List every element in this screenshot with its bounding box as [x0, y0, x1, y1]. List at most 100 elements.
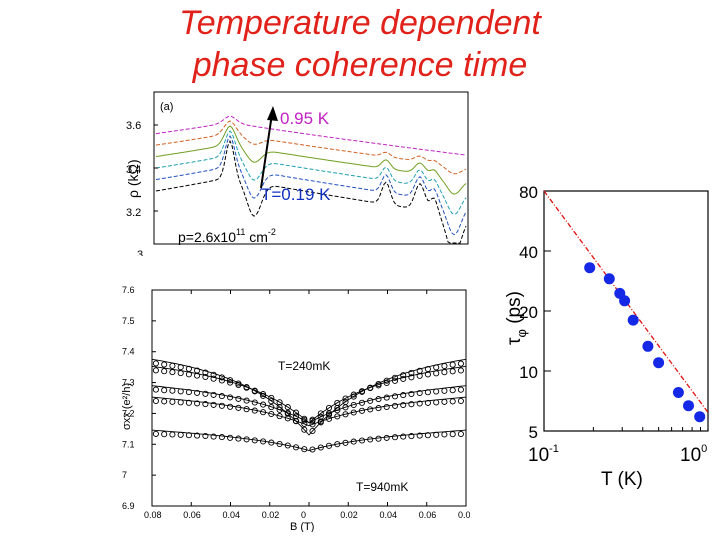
panel-b-data-point: [441, 387, 448, 394]
panel-b-data-point: [152, 397, 159, 405]
annotation-940mk: T=940mK: [356, 480, 408, 494]
panel-b-data-point: [301, 420, 308, 427]
panel-b-data-point: [202, 373, 209, 381]
panel-b-data-point: [424, 399, 431, 406]
panel-b-data-point: [152, 386, 159, 393]
panel-b-data-point: [391, 374, 399, 381]
panel-b-xtick: 0.02: [340, 510, 358, 520]
panel-b-data-point: [218, 402, 225, 409]
panel-b-data-point: [251, 399, 258, 406]
panel-b-xtick: 0: [301, 510, 306, 520]
panel-b-data-point: [235, 435, 242, 442]
panel-b-data-point: [433, 364, 440, 371]
panel-b-data-point: [383, 377, 390, 384]
panel-c-xtick-min: 10-1: [528, 443, 559, 466]
panel-b-data-point: [276, 399, 283, 406]
panel-b-data-point: [317, 413, 324, 420]
panel-b-data-point: [177, 370, 184, 377]
panel-c-ytick: 80: [519, 185, 538, 202]
panel-b-data-point: [243, 384, 250, 391]
panel-b-data-point: [408, 390, 415, 398]
panel-b-data-point: [441, 398, 448, 405]
panel-b-data-point: [202, 432, 209, 440]
panel-b-data-point: [375, 435, 382, 442]
panel-b-data-point: [276, 406, 283, 413]
panel-b-fit-line: [151, 358, 467, 436]
panel-a-ytick: 3: [137, 249, 143, 256]
tau-data-point: [672, 387, 684, 398]
panel-b-data-point: [391, 402, 399, 409]
panel-b-data-point: [457, 367, 464, 374]
panel-b-data-point: [227, 403, 234, 410]
panel-a-label: (a): [160, 101, 173, 113]
panel-b-data-point: [391, 377, 399, 384]
panel-b-data-point: [218, 374, 225, 381]
panel-b-data-point: [177, 399, 184, 406]
panel-b-data-point: [383, 403, 390, 411]
tau-data-point: [584, 262, 596, 274]
panel-b-xtick: 0.04: [380, 510, 398, 520]
panel-b-data-point: [243, 406, 250, 413]
panel-b-data-point: [375, 382, 382, 389]
panel-b-data-point: [161, 431, 168, 438]
panel-b-data-point: [309, 446, 316, 453]
panel-b-data-point: [169, 398, 176, 405]
panel-b-ytick: 7.1: [122, 439, 135, 449]
panel-b-data-point: [441, 369, 448, 376]
panel-b-data-point: [268, 398, 275, 405]
panel-b-data-point: [449, 368, 456, 375]
panel-b-data-point: [251, 407, 258, 414]
panel-b-data-point: [301, 417, 308, 424]
panel-b-data-point: [400, 401, 407, 409]
panel-b-data-point: [391, 393, 399, 400]
panel-b-xtick: 0.06: [419, 510, 437, 520]
panel-a-series-line: [155, 135, 467, 236]
panel-a-ylabel: ρ (kΩ): [125, 159, 141, 198]
panel-b-data-point: [276, 440, 283, 448]
panel-b-data-point: [202, 401, 209, 408]
panel-b-data-point: [424, 432, 431, 439]
panel-b-chart: 7.6 7.5 7.4 7.3 7.2 7.1 7 6.9 0.08 0.06 0.04 0.02 0 0…: [121, 285, 470, 532]
panel-b-data-point: [284, 442, 291, 449]
panel-b-xtick: 0.08: [144, 510, 162, 520]
panel-a-series-line: [155, 125, 467, 195]
panel-b-data-point: [210, 391, 217, 398]
panel-b-data-point: [400, 392, 407, 399]
panel-b-data-point: [350, 391, 357, 398]
panel-b-data-point: [325, 442, 333, 449]
panel-a-series-line: [155, 130, 467, 215]
panel-b-ytick: 7.6: [122, 285, 135, 295]
panel-b-data-point: [334, 399, 341, 406]
panel-b-ytick: 6.9: [122, 501, 135, 511]
panel-b-data-point: [350, 409, 357, 416]
tau-data-point: [642, 340, 654, 352]
panel-b-data-point: [358, 407, 366, 414]
panel-b-ytick: 7: [122, 470, 127, 480]
panel-b-data-point: [218, 434, 225, 441]
panel-b-data-point: [161, 368, 168, 375]
slide-title-line2: phase coherence time: [192, 46, 528, 84]
panel-b-xtick: 0.02: [262, 510, 280, 520]
panel-b-data-point: [292, 417, 300, 425]
panel-b-data-point: [169, 431, 176, 438]
panel-c-ylabel: τφ (ps): [504, 291, 529, 345]
annotation-240mk: T=240mK: [278, 359, 330, 373]
panel-b-data-point: [441, 362, 448, 370]
panel-b-data-point: [416, 372, 423, 379]
panel-b-data-point: [194, 372, 201, 379]
panel-b-data-point: [284, 415, 291, 422]
panel-b-data-point: [276, 413, 283, 420]
panel-b-xlabel: B (T): [290, 521, 314, 532]
panel-b-data-point: [161, 361, 168, 368]
panel-b-data-point: [152, 430, 159, 437]
annotation-hot-temp: 0.95 K: [280, 109, 330, 128]
panel-b-data-point: [292, 444, 300, 451]
panel-b-ylabel: σxx (e²/h): [121, 383, 133, 430]
panel-b-xtick: 0.04: [223, 510, 241, 520]
panel-b-data-point: [317, 444, 324, 451]
panel-b-data-point: [350, 438, 357, 445]
panel-b-data-point: [457, 430, 464, 438]
panel-b-data-point: [449, 398, 456, 405]
panel-b-data-point: [342, 439, 349, 446]
panel-b-data-point: [433, 431, 440, 438]
